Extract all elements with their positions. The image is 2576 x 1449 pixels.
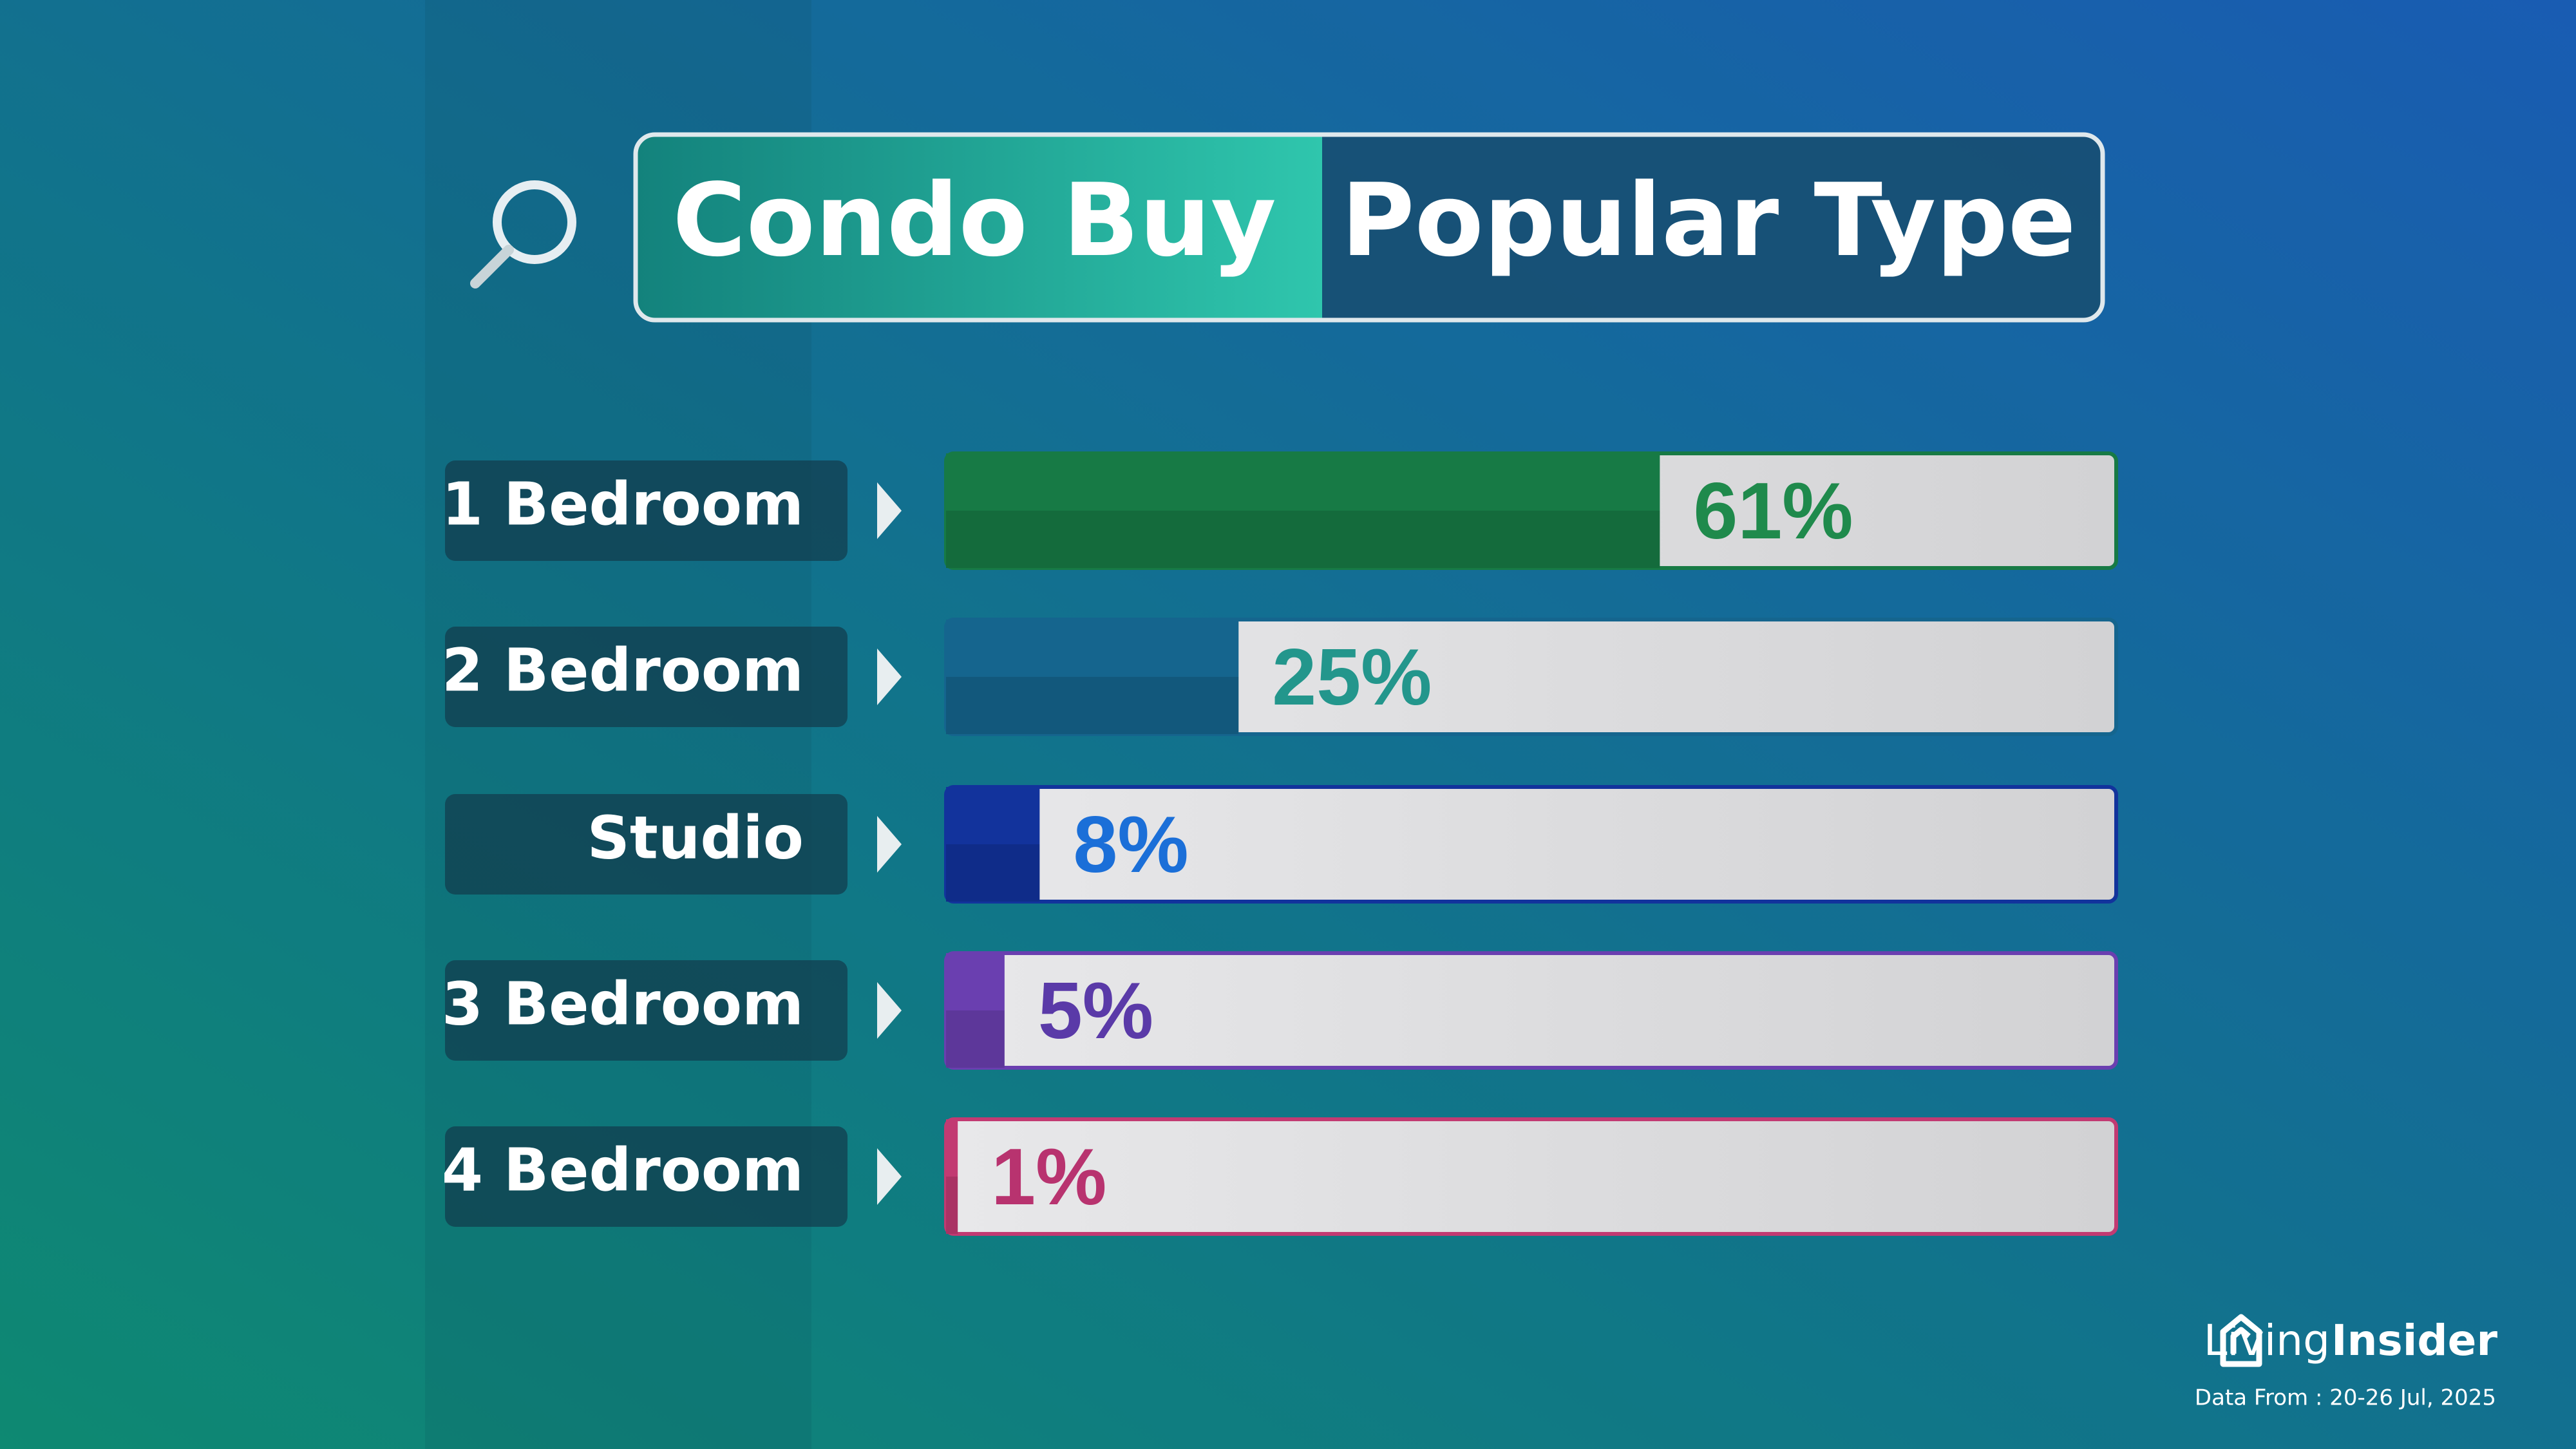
arrow <box>877 982 902 1039</box>
bar <box>946 620 1239 734</box>
bar <box>946 453 1660 568</box>
bar-shade <box>946 1010 1005 1068</box>
category-label: 3 Bedroom <box>442 969 804 1038</box>
value-label: 61% <box>1693 467 1853 556</box>
arrow <box>877 816 902 873</box>
logo-bold: Insider <box>2331 1316 2497 1365</box>
category-label: 1 Bedroom <box>442 469 804 538</box>
category-label: 4 Bedroom <box>442 1135 804 1204</box>
bar <box>946 1119 958 1234</box>
label-box <box>445 627 848 727</box>
chart-subtitle: Popular Type <box>1341 162 2076 279</box>
arrow <box>877 1148 902 1205</box>
bar-track <box>944 1117 2118 1236</box>
bar-shade <box>946 1177 958 1234</box>
category-label: 2 Bedroom <box>442 636 804 705</box>
label-box <box>445 960 848 1061</box>
logo-icon <box>2220 1314 2262 1367</box>
bar-shade <box>946 511 1660 568</box>
value-label: 25% <box>1272 633 1432 722</box>
logo-light: Living <box>2204 1316 2330 1365</box>
label-box <box>445 460 848 561</box>
bar-shade <box>946 677 1239 734</box>
footer-note: Data From : 20-26 Jul, 2025 <box>2195 1385 2496 1411</box>
title-segment <box>636 135 1322 320</box>
arrow <box>877 482 902 539</box>
search-icon-handle <box>470 245 514 289</box>
search-icon <box>493 180 576 264</box>
value-label: 5% <box>1038 967 1153 1056</box>
value-label: 8% <box>1073 800 1188 889</box>
bar <box>946 953 1005 1068</box>
bar <box>946 787 1040 902</box>
label-box <box>445 1126 848 1227</box>
chart-title: Condo Buy <box>672 162 1276 279</box>
arrow <box>877 649 902 705</box>
category-label: Studio <box>587 803 804 872</box>
bar-shade <box>946 844 1040 902</box>
title-box-border <box>633 132 2105 323</box>
label-box <box>445 794 848 895</box>
value-label: 1% <box>991 1133 1106 1222</box>
